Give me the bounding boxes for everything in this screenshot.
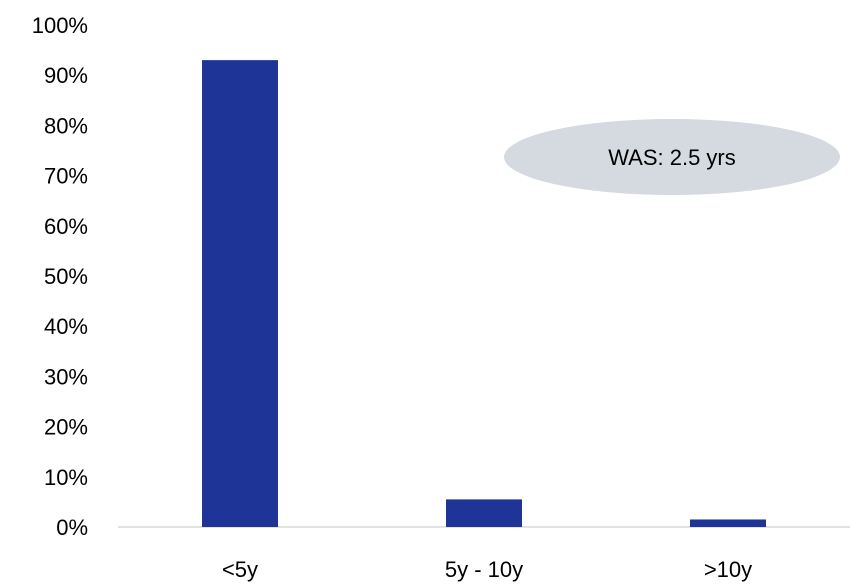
annotation: WAS: 2.5 yrs (504, 119, 840, 195)
y-tick-label: 40% (44, 314, 88, 339)
y-tick-label: 80% (44, 113, 88, 138)
y-tick-label: 70% (44, 164, 88, 189)
y-tick-label: 90% (44, 63, 88, 88)
bars (202, 60, 766, 527)
y-tick-label: 20% (44, 415, 88, 440)
x-tick-label: 5y - 10y (445, 557, 523, 582)
y-tick-label: 100% (32, 13, 88, 38)
x-tick-label: >10y (704, 557, 752, 582)
y-tick-label: 0% (56, 515, 88, 540)
annotation-ellipse (504, 119, 840, 195)
y-tick-label: 30% (44, 364, 88, 389)
bar (446, 499, 522, 527)
x-tick-label: <5y (222, 557, 258, 582)
y-tick-label: 60% (44, 214, 88, 239)
y-tick-label: 10% (44, 465, 88, 490)
x-axis-labels: <5y 5y - 10y >10y (222, 557, 752, 582)
bar (690, 519, 766, 527)
annotation-label: WAS: 2.5 yrs (608, 145, 736, 170)
y-tick-label: 50% (44, 264, 88, 289)
y-axis-ticks: 0% 10% 20% 30% 40% 50% 60% 70% 80% 90% 100% (32, 13, 88, 540)
bar (202, 60, 278, 527)
